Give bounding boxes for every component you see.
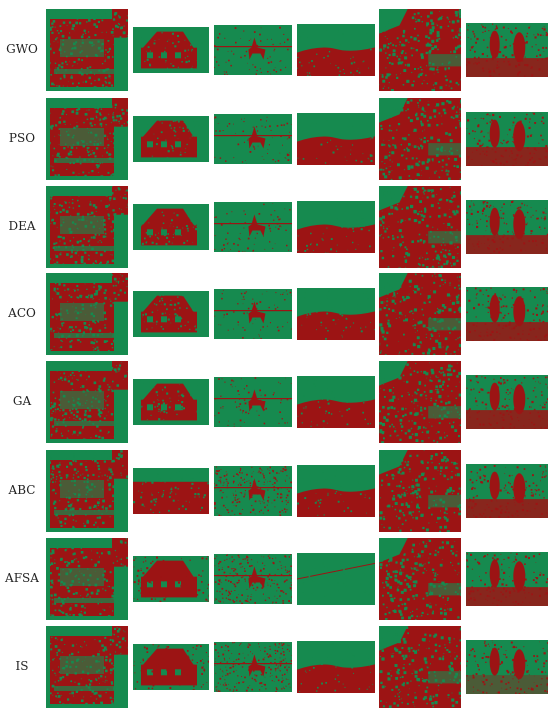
segmented-image-field bbox=[297, 113, 375, 165]
segmented-image-house bbox=[133, 644, 209, 690]
segmented-image-people bbox=[466, 464, 548, 518]
segmented-image-truck bbox=[46, 9, 128, 91]
result-row: GA bbox=[0, 360, 550, 444]
segmented-image-house bbox=[133, 27, 209, 73]
segmented-image-people bbox=[466, 375, 548, 429]
segmented-image-truck bbox=[46, 626, 128, 708]
method-label: ABC bbox=[8, 483, 36, 497]
segmented-image-house bbox=[133, 116, 209, 162]
result-row: IS bbox=[0, 625, 550, 709]
segmented-image-house bbox=[133, 556, 209, 602]
segmented-image-people bbox=[466, 287, 548, 341]
segmented-image-people bbox=[466, 23, 548, 77]
segmented-image-rider bbox=[214, 202, 292, 252]
segmented-image-rider bbox=[214, 114, 292, 164]
segmented-image-tree bbox=[379, 361, 461, 443]
segmented-image-field bbox=[297, 553, 375, 605]
segmented-image-rider bbox=[214, 642, 292, 692]
segmented-image-house bbox=[133, 468, 209, 514]
method-label: GA bbox=[12, 394, 32, 408]
result-row: AFSA bbox=[0, 537, 550, 621]
result-row: PSO bbox=[0, 97, 550, 181]
segmented-image-truck bbox=[46, 538, 128, 620]
segmented-image-people bbox=[466, 112, 548, 166]
segmented-image-people bbox=[466, 552, 548, 606]
segmented-image-house bbox=[133, 291, 209, 337]
segmented-image-tree bbox=[379, 626, 461, 708]
segmented-image-truck bbox=[46, 186, 128, 268]
method-label: AFSA bbox=[5, 571, 39, 585]
method-label: ACO bbox=[8, 306, 36, 320]
segmented-image-house bbox=[133, 379, 209, 425]
segmented-image-tree bbox=[379, 450, 461, 532]
segmented-image-rider bbox=[214, 466, 292, 516]
result-row: ACO bbox=[0, 272, 550, 356]
segmented-image-house bbox=[133, 204, 209, 250]
segmented-image-tree bbox=[379, 98, 461, 180]
segmented-image-truck bbox=[46, 273, 128, 355]
method-label: PSO bbox=[8, 131, 36, 145]
result-row: GWO bbox=[0, 8, 550, 92]
segmented-image-truck bbox=[46, 450, 128, 532]
segmented-image-field bbox=[297, 465, 375, 517]
segmented-image-rider bbox=[214, 554, 292, 604]
method-label: DEA bbox=[8, 219, 36, 233]
result-row: ABC bbox=[0, 449, 550, 533]
segmented-image-tree bbox=[379, 9, 461, 91]
result-row: DEA bbox=[0, 185, 550, 269]
segmented-image-tree bbox=[379, 186, 461, 268]
method-label: GWO bbox=[6, 42, 38, 56]
segmented-image-truck bbox=[46, 361, 128, 443]
segmented-image-truck bbox=[46, 98, 128, 180]
segmented-image-people bbox=[466, 200, 548, 254]
segmented-image-tree bbox=[379, 273, 461, 355]
segmented-image-rider bbox=[214, 377, 292, 427]
segmented-image-tree bbox=[379, 538, 461, 620]
segmented-image-field bbox=[297, 376, 375, 428]
segmented-image-people bbox=[466, 640, 548, 694]
segmented-image-field bbox=[297, 24, 375, 76]
method-label: IS bbox=[15, 659, 29, 673]
segmented-image-rider bbox=[214, 25, 292, 75]
segmented-image-rider bbox=[214, 289, 292, 339]
segmented-image-field bbox=[297, 201, 375, 253]
segmented-image-field bbox=[297, 288, 375, 340]
segmented-image-field bbox=[297, 641, 375, 693]
